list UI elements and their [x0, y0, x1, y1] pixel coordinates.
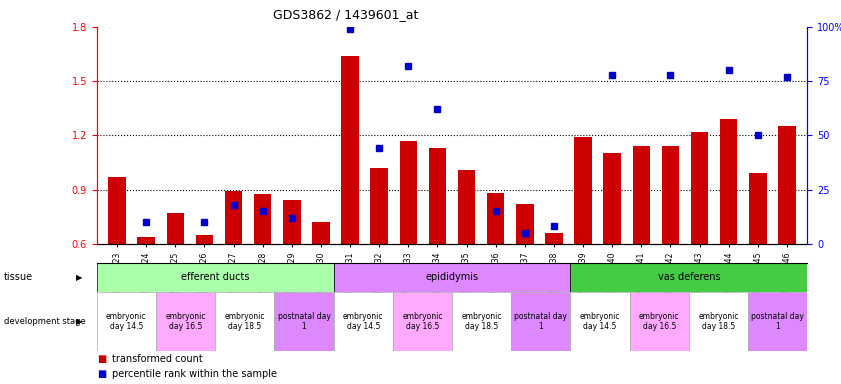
Bar — [778, 126, 796, 353]
Bar — [215, 292, 274, 351]
Text: embryonic
day 14.5: embryonic day 14.5 — [343, 312, 383, 331]
Bar — [225, 190, 242, 353]
Text: embryonic
day 16.5: embryonic day 16.5 — [402, 312, 442, 331]
Bar — [630, 292, 689, 351]
Bar — [545, 233, 563, 353]
Text: embryonic
day 14.5: embryonic day 14.5 — [106, 312, 146, 331]
Bar — [341, 56, 359, 353]
Bar — [429, 148, 447, 353]
Bar — [108, 177, 126, 353]
Text: transformed count: transformed count — [112, 354, 203, 364]
Text: postnatal day
1: postnatal day 1 — [751, 312, 804, 331]
Bar — [452, 292, 511, 351]
Bar — [689, 292, 748, 351]
Bar — [748, 292, 807, 351]
Bar — [254, 194, 272, 353]
Bar — [371, 168, 388, 353]
Bar — [720, 119, 738, 353]
Text: embryonic
day 18.5: embryonic day 18.5 — [225, 312, 265, 331]
Bar — [97, 292, 156, 351]
Text: efferent ducts: efferent ducts — [181, 272, 250, 283]
Text: postnatal day
1: postnatal day 1 — [515, 312, 568, 331]
Bar — [516, 204, 533, 353]
Bar — [662, 146, 680, 353]
Text: embryonic
day 18.5: embryonic day 18.5 — [698, 312, 738, 331]
Bar — [749, 173, 767, 353]
Bar — [156, 292, 215, 351]
Bar — [312, 222, 330, 353]
Text: ■: ■ — [97, 354, 106, 364]
Bar — [487, 193, 505, 353]
Text: embryonic
day 16.5: embryonic day 16.5 — [639, 312, 680, 331]
Bar — [399, 141, 417, 353]
Text: postnatal day
1: postnatal day 1 — [278, 312, 331, 331]
Text: embryonic
day 18.5: embryonic day 18.5 — [462, 312, 502, 331]
Bar — [196, 235, 214, 353]
Bar — [632, 146, 650, 353]
Bar — [574, 137, 592, 353]
Bar — [393, 292, 452, 351]
Text: vas deferens: vas deferens — [658, 272, 720, 283]
Text: ▶: ▶ — [76, 273, 82, 282]
Bar — [334, 263, 570, 292]
Text: ■: ■ — [97, 369, 106, 379]
Text: development stage: development stage — [4, 317, 86, 326]
Text: epididymis: epididymis — [426, 272, 479, 283]
Text: percentile rank within the sample: percentile rank within the sample — [112, 369, 277, 379]
Text: embryonic
day 14.5: embryonic day 14.5 — [579, 312, 621, 331]
Bar — [167, 213, 184, 353]
Bar — [604, 154, 621, 353]
Title: GDS3862 / 1439601_at: GDS3862 / 1439601_at — [272, 8, 418, 22]
Bar — [458, 170, 475, 353]
Bar — [334, 292, 393, 351]
Bar — [570, 292, 630, 351]
Bar — [690, 132, 708, 353]
Bar — [274, 292, 334, 351]
Bar — [137, 237, 155, 353]
Bar — [570, 263, 807, 292]
Bar — [511, 292, 570, 351]
Text: embryonic
day 16.5: embryonic day 16.5 — [166, 312, 206, 331]
Text: tissue: tissue — [4, 272, 34, 283]
Text: ▶: ▶ — [76, 317, 82, 326]
Bar — [97, 263, 334, 292]
Bar — [283, 200, 300, 353]
